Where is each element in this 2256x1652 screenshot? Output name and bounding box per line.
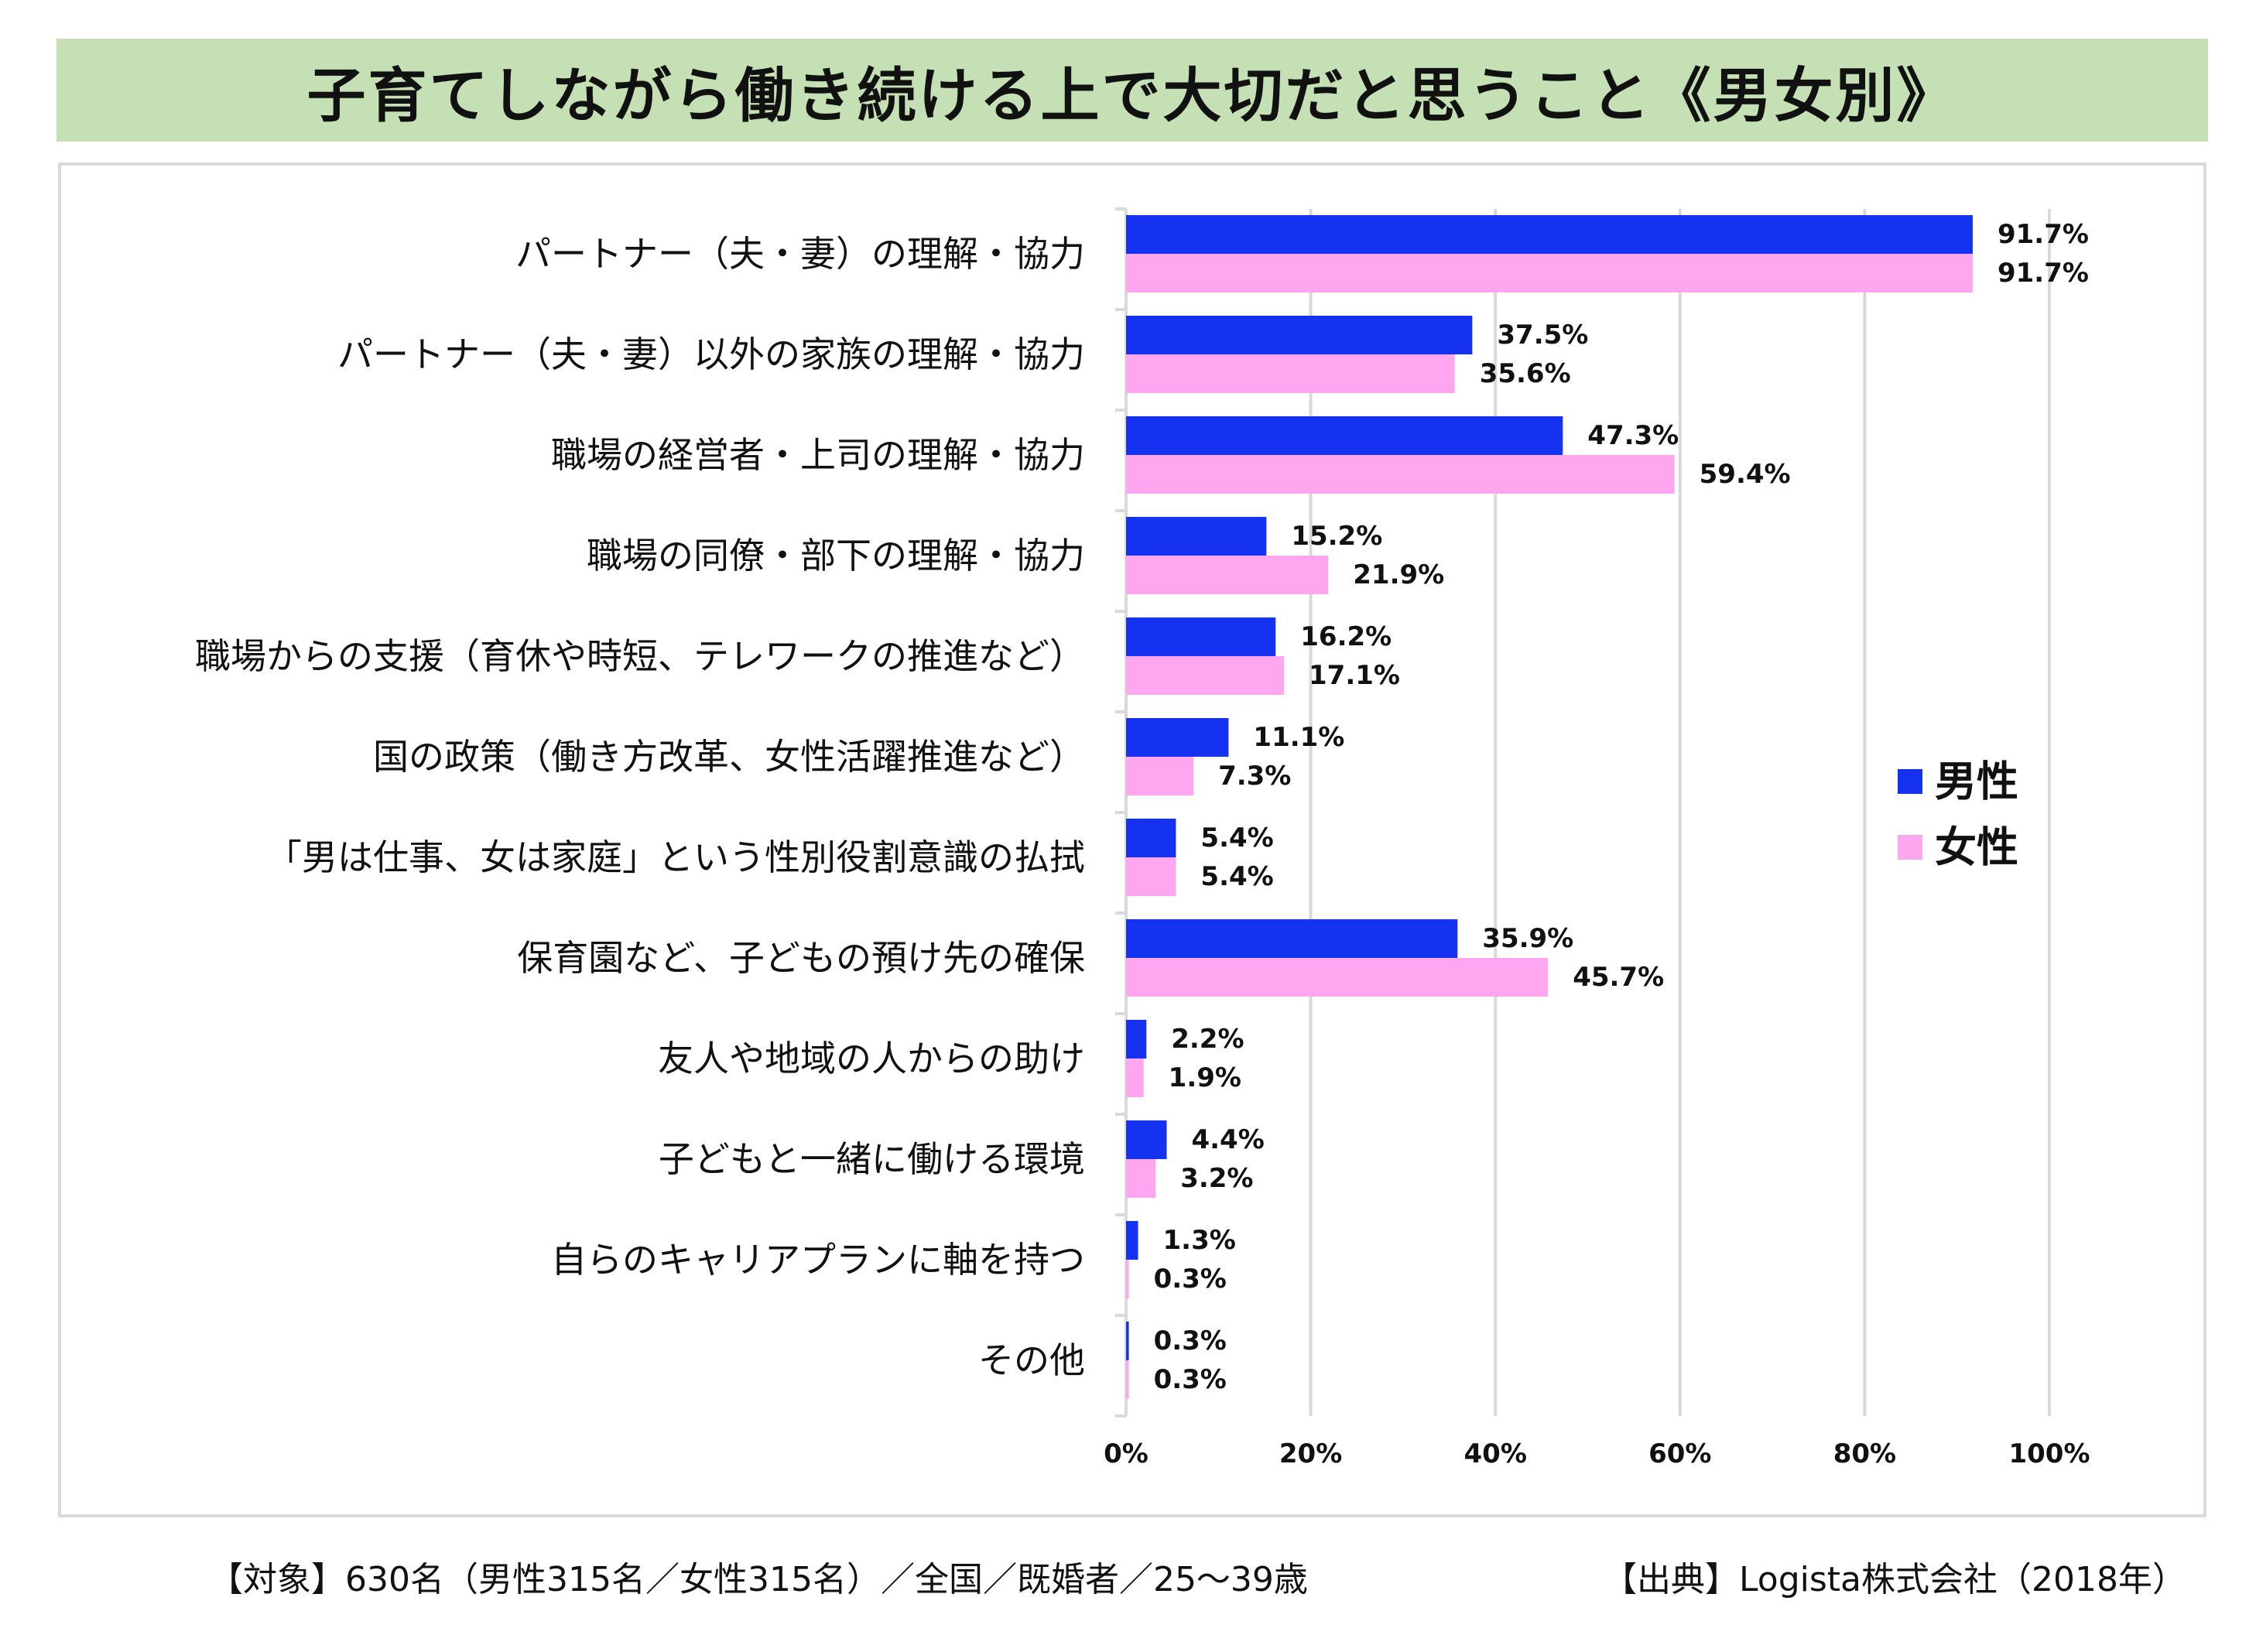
data-label: 7.3%	[1218, 761, 1291, 792]
footer-source-note: 【出典】Logista株式会社（2018年）	[1603, 1560, 2186, 1599]
bar-male-11	[1126, 1322, 1129, 1360]
data-label: 4.4%	[1191, 1124, 1264, 1155]
bar-male-0	[1126, 215, 1973, 254]
bar-female-2	[1126, 455, 1675, 494]
data-label: 11.1%	[1253, 722, 1344, 753]
data-label: 5.4%	[1200, 823, 1273, 853]
bar-female-3	[1126, 556, 1329, 594]
chart-frame	[58, 162, 2206, 1517]
bar-male-2	[1126, 416, 1563, 455]
data-label: 91.7%	[1998, 219, 2089, 250]
category-label: 国の政策（働き方改革、女性活躍推進など）	[373, 736, 1085, 778]
bar-male-8	[1126, 1020, 1147, 1059]
bar-female-11	[1126, 1360, 1129, 1399]
category-label: 「男は仕事、女は家庭」という性別役割意識の払拭	[266, 836, 1085, 878]
category-label: 職場の経営者・上司の理解・協力	[551, 434, 1085, 476]
data-label: 59.4%	[1700, 459, 1791, 490]
data-label: 91.7%	[1998, 258, 2089, 289]
data-label: 2.2%	[1171, 1024, 1244, 1055]
category-label: その他	[978, 1339, 1085, 1381]
category-label: 職場からの支援（育休や時短、テレワークの推進など）	[195, 635, 1085, 677]
data-label: 21.9%	[1353, 559, 1444, 590]
bar-male-1	[1126, 316, 1473, 354]
data-label: 37.5%	[1497, 320, 1588, 351]
data-label: 17.1%	[1309, 660, 1400, 691]
bar-female-4	[1126, 656, 1285, 695]
x-tick-label: 100%	[2008, 1438, 2090, 1469]
bar-female-8	[1126, 1059, 1144, 1097]
bar-male-3	[1126, 517, 1267, 556]
bar-male-10	[1126, 1221, 1138, 1260]
data-label: 0.3%	[1154, 1364, 1227, 1395]
chart-title: 子育てしながら働き続ける上で大切だと思うこと《男女別》	[306, 60, 1958, 130]
category-label: 保育園など、子どもの預け先の確保	[517, 937, 1085, 979]
data-label: 3.2%	[1180, 1163, 1253, 1194]
x-tick-label: 40%	[1464, 1438, 1527, 1469]
category-label: 職場の同僚・部下の理解・協力	[587, 535, 1085, 576]
data-label: 35.6%	[1480, 358, 1571, 389]
bar-female-1	[1126, 354, 1455, 393]
bar-female-7	[1126, 958, 1549, 997]
footer-target-note: 【対象】630名（男性315名／女性315名）／全国／既婚者／25〜39歳	[209, 1560, 1308, 1599]
data-label: 35.9%	[1482, 923, 1573, 954]
data-label: 45.7%	[1573, 962, 1664, 993]
bar-male-9	[1126, 1120, 1167, 1159]
legend-swatch-female	[1898, 835, 1922, 860]
data-label: 0.3%	[1154, 1264, 1227, 1295]
bar-female-9	[1126, 1159, 1156, 1198]
x-tick-label: 20%	[1279, 1438, 1342, 1469]
bar-male-5	[1126, 718, 1229, 757]
data-label: 16.2%	[1300, 621, 1392, 652]
category-label: 友人や地域の人からの助け	[658, 1038, 1085, 1079]
bar-female-10	[1126, 1260, 1129, 1298]
legend-swatch-male	[1898, 769, 1922, 794]
legend-label: 女性	[1935, 823, 2018, 872]
bar-female-0	[1126, 254, 1973, 292]
category-label: パートナー（夫・妻）以外の家族の理解・協力	[337, 333, 1085, 375]
x-tick-label: 0%	[1104, 1438, 1149, 1469]
x-tick-label: 60%	[1648, 1438, 1711, 1469]
bar-male-7	[1126, 919, 1458, 958]
category-label: 子どもと一緒に働ける環境	[659, 1138, 1085, 1180]
data-label: 1.9%	[1169, 1062, 1241, 1093]
category-label: 自らのキャリアプランに軸を持つ	[551, 1239, 1085, 1281]
data-label: 47.3%	[1587, 420, 1679, 451]
data-label: 15.2%	[1291, 521, 1382, 552]
x-tick-label: 80%	[1833, 1438, 1896, 1469]
legend-label: 男性	[1935, 758, 2018, 806]
title-banner: 子育てしながら働き続ける上で大切だと思うこと《男女別》	[56, 39, 2208, 142]
bar-female-5	[1126, 757, 1194, 795]
bar-female-6	[1126, 857, 1176, 896]
bar-male-6	[1126, 819, 1176, 857]
data-label: 0.3%	[1154, 1325, 1227, 1356]
bar-male-4	[1126, 617, 1276, 656]
data-label: 1.3%	[1163, 1225, 1236, 1256]
data-label: 5.4%	[1200, 861, 1273, 892]
category-label: パートナー（夫・妻）の理解・協力	[515, 233, 1085, 275]
